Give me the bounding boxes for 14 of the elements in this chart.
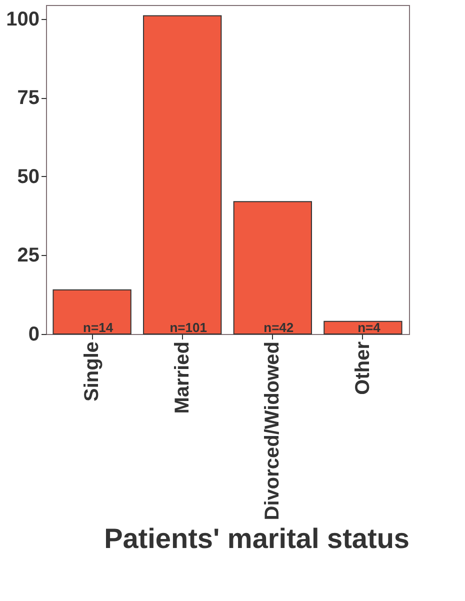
- data-label: n=14: [83, 320, 114, 335]
- y-tick-label: 0: [28, 324, 40, 346]
- y-tick-label: 75: [17, 87, 40, 110]
- data-label: n=4: [358, 320, 382, 335]
- x-tick-label: Other: [352, 341, 374, 395]
- x-axis-title: Patients' marital status: [104, 523, 410, 554]
- x-tick-label: Married: [171, 342, 194, 414]
- x-tick-label: Single: [81, 342, 104, 402]
- y-tick-label: 100: [6, 8, 40, 30]
- data-label: n=42: [264, 320, 294, 335]
- data-label: n=101: [170, 320, 207, 335]
- y-tick-label: 25: [17, 244, 40, 267]
- x-tick-label: Divorced/Widowed: [262, 342, 284, 520]
- y-tick-label: 50: [17, 166, 40, 188]
